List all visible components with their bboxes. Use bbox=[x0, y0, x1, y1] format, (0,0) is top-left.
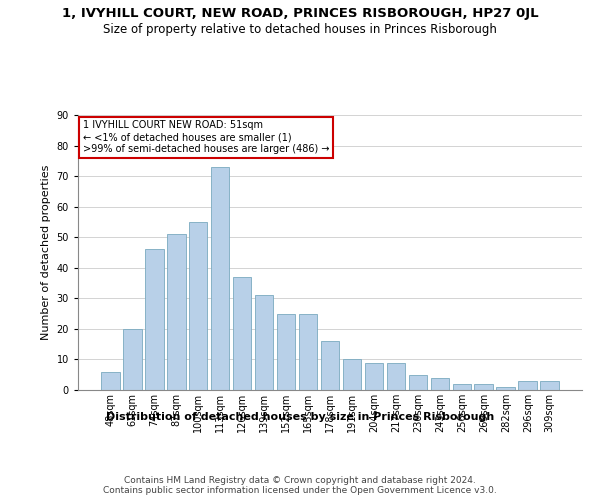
Bar bbox=[496, 387, 515, 390]
Bar bbox=[145, 250, 164, 390]
Bar bbox=[233, 277, 251, 390]
Bar bbox=[101, 372, 119, 390]
Bar bbox=[409, 374, 427, 390]
Bar bbox=[320, 341, 340, 390]
Bar bbox=[518, 381, 537, 390]
Text: Contains HM Land Registry data © Crown copyright and database right 2024.
Contai: Contains HM Land Registry data © Crown c… bbox=[103, 476, 497, 495]
Text: 1 IVYHILL COURT NEW ROAD: 51sqm
← <1% of detached houses are smaller (1)
>99% of: 1 IVYHILL COURT NEW ROAD: 51sqm ← <1% of… bbox=[83, 120, 329, 154]
Text: Distribution of detached houses by size in Princes Risborough: Distribution of detached houses by size … bbox=[106, 412, 494, 422]
Bar bbox=[365, 362, 383, 390]
Bar bbox=[211, 167, 229, 390]
Bar bbox=[123, 329, 142, 390]
Text: 1, IVYHILL COURT, NEW ROAD, PRINCES RISBOROUGH, HP27 0JL: 1, IVYHILL COURT, NEW ROAD, PRINCES RISB… bbox=[62, 8, 538, 20]
Bar bbox=[277, 314, 295, 390]
Bar bbox=[452, 384, 471, 390]
Bar bbox=[475, 384, 493, 390]
Bar bbox=[343, 360, 361, 390]
Bar bbox=[541, 381, 559, 390]
Text: Size of property relative to detached houses in Princes Risborough: Size of property relative to detached ho… bbox=[103, 22, 497, 36]
Bar bbox=[255, 296, 274, 390]
Y-axis label: Number of detached properties: Number of detached properties bbox=[41, 165, 51, 340]
Bar bbox=[386, 362, 405, 390]
Bar bbox=[167, 234, 185, 390]
Bar bbox=[431, 378, 449, 390]
Bar bbox=[189, 222, 208, 390]
Bar bbox=[299, 314, 317, 390]
